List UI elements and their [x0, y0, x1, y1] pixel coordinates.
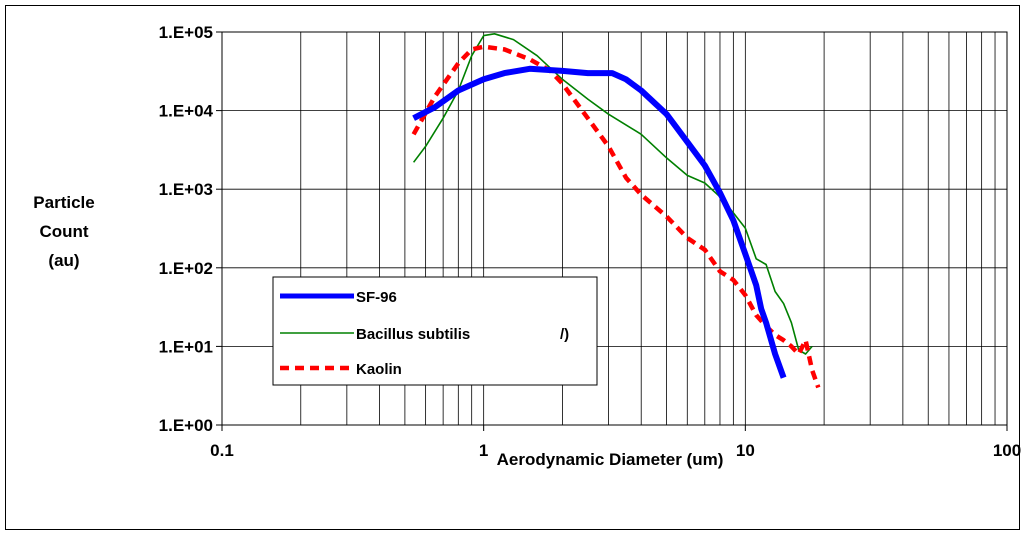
legend-label-bacillus-subtilis: Bacillus subtilis — [356, 326, 470, 343]
y-tick-label: 1.E+03 — [159, 180, 213, 199]
y-axis-title-line-3: (au) — [48, 251, 79, 270]
y-tick-label: 1.E+05 — [159, 23, 213, 42]
legend-label-sf-96: SF-96 — [356, 289, 397, 306]
x-tick-label: 10 — [736, 441, 755, 460]
x-tick-label: 0.1 — [210, 441, 234, 460]
x-tick-label: 100 — [993, 441, 1021, 460]
legend: SF-96 Bacillus subtilis /) Kaolin — [272, 276, 598, 386]
x-tick-label: 1 — [479, 441, 488, 460]
plot-area-border — [221, 31, 1008, 426]
series — [411, 33, 821, 389]
y-tick-label: 1.E+01 — [159, 337, 213, 356]
x-axis-title: Aerodynamic Diameter (um) — [497, 450, 724, 469]
x-axis-tick-labels: 0.1 1 10 100 — [210, 425, 1021, 460]
y-tick-label: 1.E+00 — [159, 416, 213, 435]
y-axis-title-line-1: Particle — [33, 193, 94, 212]
series-line-sf-96 — [412, 65, 787, 379]
series-line-kaolin — [411, 44, 821, 389]
legend-obscured-fragment: /) — [560, 326, 569, 343]
y-tick-label: 1.E+02 — [159, 259, 213, 278]
y-tick-label: 1.E+04 — [159, 102, 214, 121]
legend-label-kaolin: Kaolin — [356, 361, 402, 378]
y-axis-tick-labels: 1.E+00 1.E+01 1.E+02 1.E+03 1.E+04 1.E+05 — [159, 23, 222, 435]
y-axis-title-line-2: Count — [39, 222, 88, 241]
